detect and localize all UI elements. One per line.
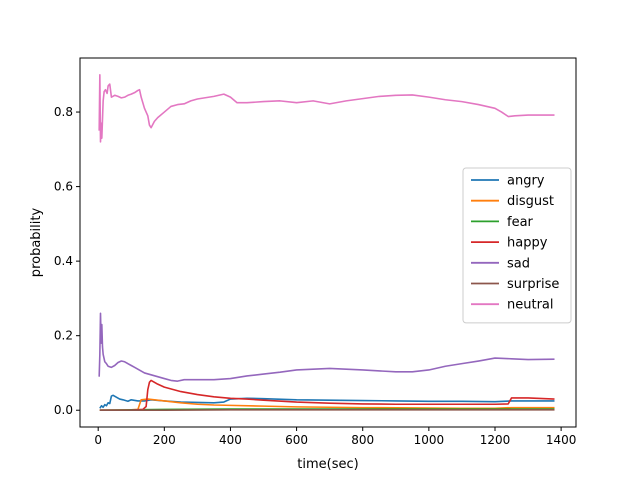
y-axis: 0.0 0.2 0.4 0.6 0.8 <box>54 105 80 417</box>
x-tick-label: 800 <box>351 433 374 447</box>
series-line-happy <box>99 379 555 412</box>
legend-label-fear: fear <box>507 215 534 230</box>
x-tick-label: 1000 <box>414 433 445 447</box>
y-axis-label: probability <box>29 208 44 278</box>
y-tick-label: 0.2 <box>54 329 73 343</box>
y-tick-label: 0.6 <box>54 180 73 194</box>
legend-label-surprise: surprise <box>507 277 559 292</box>
series-layer <box>98 73 555 412</box>
plot-frame <box>79 57 577 428</box>
x-tick-label: 400 <box>219 433 242 447</box>
x-tick-label: 1200 <box>480 433 511 447</box>
legend-label-happy: happy <box>507 236 548 251</box>
plot-area <box>79 57 577 428</box>
series-line-sad <box>98 312 555 382</box>
legend-label-disgust: disgust <box>507 194 554 209</box>
y-tick-label: 0.4 <box>54 254 73 268</box>
legend-label-angry: angry <box>507 174 545 189</box>
x-tick-label: 200 <box>153 433 176 447</box>
legend-label-neutral: neutral <box>507 298 554 313</box>
x-tick-label: 0 <box>94 433 102 447</box>
series-line-disgust <box>99 398 555 412</box>
series-line-neutral <box>98 73 555 143</box>
legend-label-sad: sad <box>507 256 530 271</box>
x-tick-label: 600 <box>285 433 308 447</box>
x-axis: 0 200 400 600 800 1000 1200 1400 <box>94 427 576 447</box>
y-tick-label: 0.8 <box>54 105 73 119</box>
x-axis-label: time(sec) <box>297 457 358 472</box>
legend: angry disgust fear happy sad surprise neutral <box>462 167 572 324</box>
y-tick-label: 0.0 <box>54 403 73 417</box>
x-tick-label: 1400 <box>546 433 577 447</box>
